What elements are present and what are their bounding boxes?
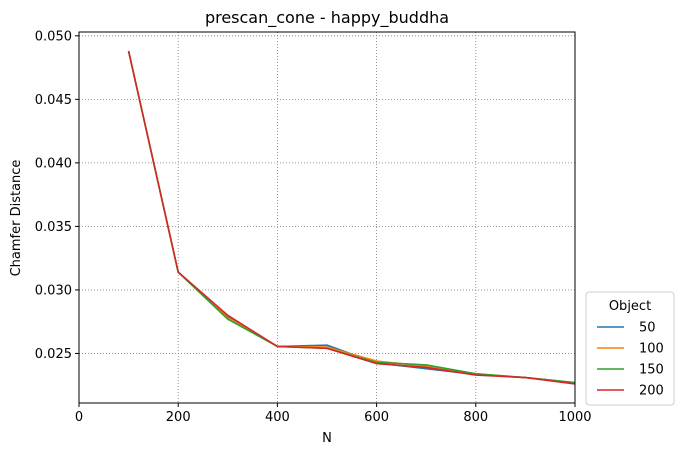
y-tick-label: 0.040	[35, 156, 72, 171]
legend: Object 50 100 150 200	[585, 291, 675, 406]
legend-label-150: 150	[639, 363, 664, 378]
x-tick-label: 400	[265, 410, 290, 425]
x-axis-ticks: 0 200 400 600 800 1000	[75, 403, 592, 425]
x-tick-label: 0	[75, 410, 83, 425]
x-tick-label: 1000	[558, 410, 591, 425]
legend-items: 50 100 150 200	[597, 321, 664, 399]
y-tick-label: 0.045	[35, 93, 72, 108]
y-axis-label: Chamfer Distance	[9, 160, 24, 277]
x-tick-label: 600	[364, 410, 389, 425]
series-line-100	[127, 50, 576, 384]
y-tick-label: 0.025	[35, 347, 72, 362]
legend-label-50: 50	[639, 321, 656, 336]
series-line-50	[127, 50, 576, 384]
x-tick-label: 800	[463, 410, 488, 425]
y-tick-label: 0.035	[35, 220, 72, 235]
chart-title: prescan_cone - happy_buddha	[205, 8, 449, 28]
plot-frame	[78, 31, 576, 404]
series-lines	[127, 50, 576, 385]
y-tick-label: 0.030	[35, 283, 72, 298]
legend-box	[585, 291, 675, 406]
y-tick-label: 0.050	[35, 29, 72, 44]
legend-label-200: 200	[639, 384, 664, 399]
x-axis-label: N	[322, 431, 332, 446]
series-line-150	[127, 50, 576, 384]
x-tick-label: 200	[166, 410, 191, 425]
legend-label-100: 100	[639, 342, 664, 357]
y-axis-ticks: 0.025 0.030 0.035 0.040 0.045 0.050	[35, 29, 79, 362]
series-line-200	[127, 50, 576, 385]
legend-title: Object	[609, 299, 651, 314]
